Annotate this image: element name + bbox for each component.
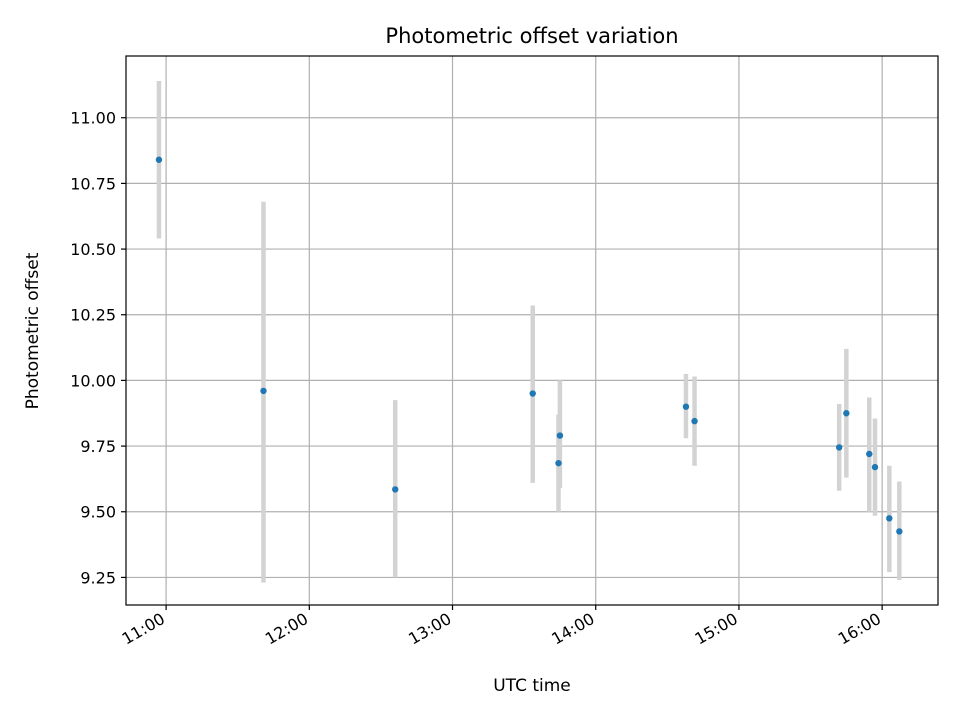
data-point (260, 387, 267, 395)
data-point (866, 450, 873, 458)
data-point (886, 515, 893, 522)
y-tick-label: 10.25 (70, 306, 116, 325)
x-axis-label: UTC time (493, 676, 571, 696)
data-point (555, 459, 562, 467)
y-tick-label: 9.25 (80, 568, 116, 587)
data-point (155, 156, 163, 163)
y-tick-label: 9.50 (80, 503, 116, 522)
data-point (529, 390, 536, 397)
plot-frame (125, 55, 939, 606)
y-axis-label: Photometric offset (23, 252, 43, 409)
y-tick-label: 10.50 (70, 240, 116, 259)
y-tick-label: 10.75 (70, 174, 116, 193)
data-point (896, 528, 903, 535)
y-tick-label: 10.00 (70, 371, 116, 390)
point-layer (155, 156, 903, 535)
data-point (392, 486, 399, 493)
y-tick-label: 11.00 (70, 109, 116, 128)
data-point (556, 432, 564, 439)
data-point (835, 444, 843, 451)
data-point (871, 463, 879, 471)
data-point (691, 417, 698, 425)
data-point (843, 410, 850, 417)
y-tick-label: 9.75 (80, 437, 116, 456)
chart-title: Photometric offset variation (385, 24, 678, 48)
data-point (682, 403, 690, 410)
